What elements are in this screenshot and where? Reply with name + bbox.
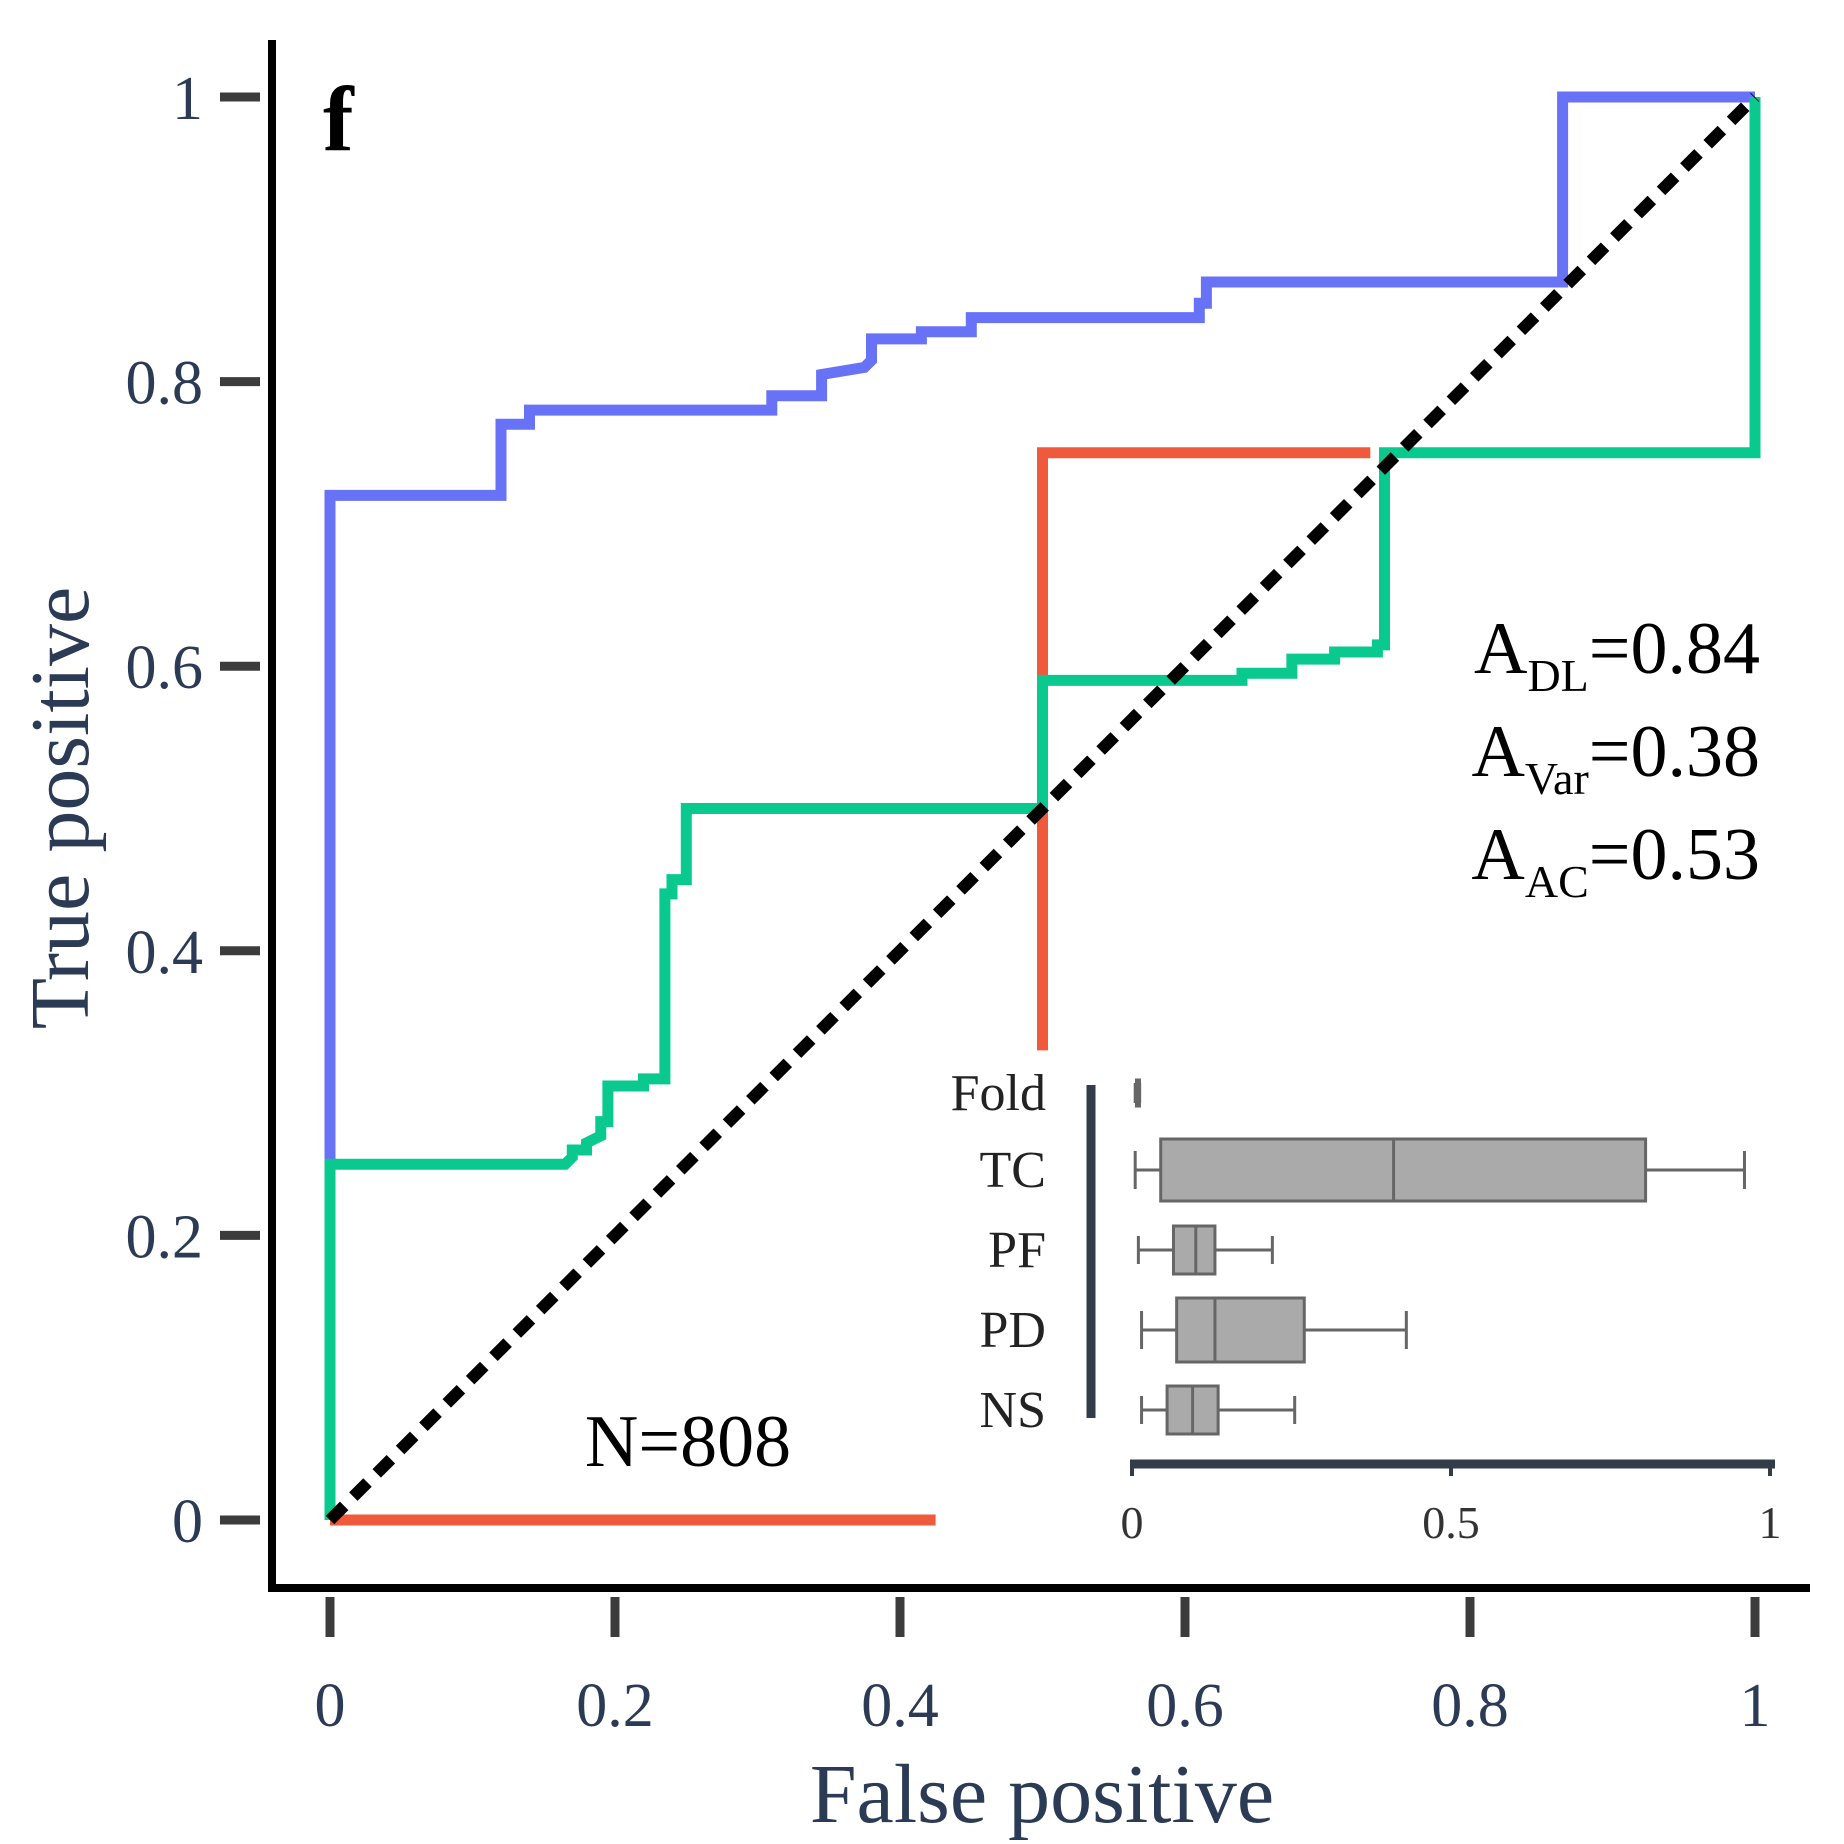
roc-series-0	[324, 91, 1755, 1165]
inset-x-tick-label: 0	[1121, 1497, 1144, 1548]
inset-box	[1171, 1224, 1217, 1276]
x-tick-label: 0.4	[861, 1672, 939, 1740]
x-axis-title: False positive	[810, 1748, 1274, 1841]
inset-boxplot: 0 0.5 1 Fold TC PF PD NS	[951, 1065, 1782, 1548]
auc-annotation: AAC=0.53	[1471, 814, 1760, 907]
auc-annotation: ADL=0.84	[1474, 608, 1760, 701]
roc-series-2	[324, 97, 1761, 1520]
y-tick-label: 1	[172, 65, 203, 133]
inset-category-label: NS	[980, 1382, 1046, 1439]
inset-category-label: Fold	[951, 1065, 1046, 1122]
y-tick-label: 0.6	[126, 634, 204, 702]
auc-annotation: AVar=0.38	[1471, 711, 1760, 804]
x-tick-label: 1	[1740, 1672, 1771, 1740]
y-tick-label: 0.4	[126, 919, 204, 987]
x-tick-label: 0.6	[1146, 1672, 1224, 1740]
inset-x-tick-label: 0.5	[1422, 1497, 1480, 1548]
y-axis-title: True positive	[14, 587, 107, 1030]
panel-label: f	[323, 68, 355, 170]
x-tick-label: 0	[315, 1672, 346, 1740]
x-tick-label: 0.2	[576, 1672, 654, 1740]
chance-diagonal	[325, 92, 1760, 1525]
y-tick-label: 0	[172, 1488, 203, 1556]
inset-category-label: TC	[980, 1142, 1046, 1199]
x-tick-label: 0.8	[1431, 1672, 1509, 1740]
n-annotation: N=808	[585, 1401, 791, 1483]
inset-category-label: PD	[980, 1302, 1046, 1359]
y-tick-label: 0.2	[126, 1203, 204, 1271]
roc-series-1	[330, 447, 1371, 1526]
inset-box	[1175, 1296, 1306, 1364]
inset-box	[1159, 1137, 1648, 1203]
roc-plot: 0 0.2 0.4 0.6 0.8 1 0 0.2 0.4 0.6 0.8 1 False positi…	[14, 40, 1810, 1841]
inset-category-label: PF	[988, 1222, 1046, 1279]
inset-x-tick-label: 1	[1759, 1497, 1782, 1548]
y-tick-label: 0.8	[126, 350, 204, 418]
